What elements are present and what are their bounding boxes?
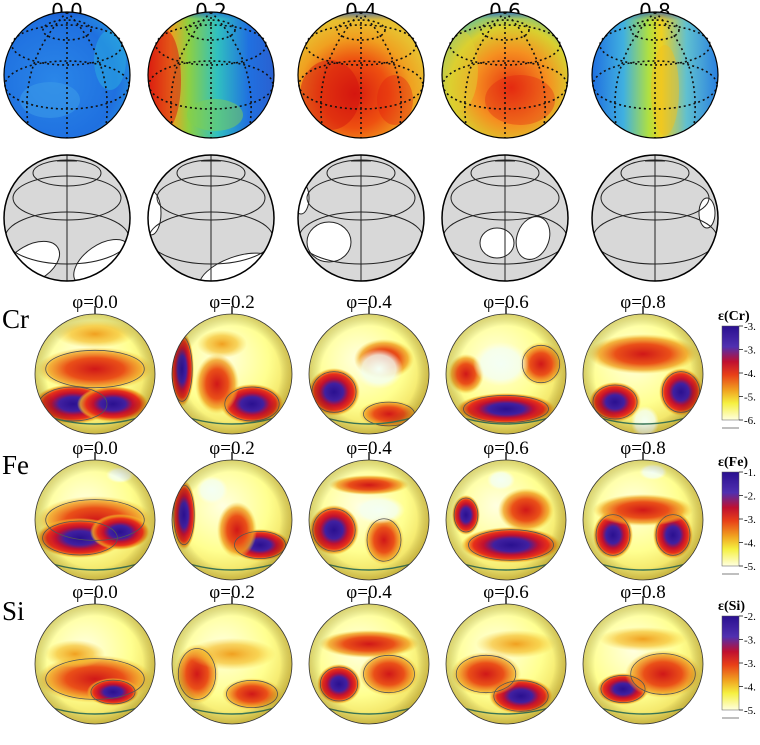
abundance-map: φ=0.2	[171, 438, 293, 581]
colorbar-tick-label: -4.	[744, 682, 756, 694]
colorbar-tick-label: -1.	[744, 467, 756, 479]
cool-spot	[306, 221, 352, 263]
phase-label: φ=0.8	[620, 582, 665, 603]
colorbar-title: ε(Si)	[718, 599, 745, 614]
abundance-map: φ=0.6	[445, 582, 567, 725]
abundance-rows: Crφ=0.0 φ=0.2 φ=0.4 φ=0.6 φ=0.8ε(Cr)-3.-3.-4…	[2, 292, 756, 725]
colorbar-tick-label: -3.	[744, 345, 756, 357]
colorbar-tick-label: -5.	[744, 561, 756, 573]
abundance-map: φ=0.0	[34, 438, 156, 581]
abundance-map: φ=0.4	[308, 438, 430, 581]
spot-sphere	[3, 154, 131, 282]
colorbar-tick-label: -5.	[744, 392, 756, 404]
abundance-map: φ=0.8	[582, 292, 704, 435]
colorbar-tick-label: -4.	[744, 368, 756, 380]
colorbar-gradient	[721, 325, 740, 421]
phase-label: φ=0.6	[483, 582, 528, 603]
colorbar-title: ε(Fe)	[718, 455, 748, 470]
phase-label: φ=0.4	[346, 438, 392, 459]
spot-sphere	[297, 154, 425, 282]
abundance-map: φ=0.4	[308, 292, 430, 435]
abundance-row-cr: Crφ=0.0 φ=0.2 φ=0.4 φ=0.6 φ=0.8ε(Cr)-3.-3.-4…	[2, 292, 756, 435]
abundance-map: φ=0.2	[171, 292, 293, 435]
element-label: Si	[2, 596, 25, 626]
colorbar-tick-label: -3.	[744, 635, 756, 647]
colorbar-tick-label: -2.	[744, 491, 756, 503]
phase-label: φ=0.8	[620, 292, 665, 313]
spot-model-row	[3, 154, 719, 282]
spot-sphere	[147, 154, 275, 282]
top-sphere-phase-3	[441, 11, 569, 139]
phase-label: φ=0.6	[483, 292, 528, 313]
top-row-maps: 0.0 0.2 0.4 0.6 0.8	[3, 0, 719, 139]
abundance-map: φ=0.4	[308, 582, 430, 725]
colorbar-gradient	[721, 615, 740, 711]
phase-label: φ=0.2	[209, 292, 254, 313]
spot-sphere	[441, 154, 569, 282]
cool-spot	[698, 197, 716, 229]
abundance-row-fe: Fe φ=0.0 φ=0.2 φ=0.4 φ=0.6 φ=0.8 ε(Fe)-1. -2. -3…	[2, 438, 756, 581]
abundance-map: φ=0.2	[171, 582, 293, 725]
top-sphere-phase-2	[297, 11, 425, 139]
abundance-map: φ=0.0	[34, 292, 156, 435]
colorbar-tick-label: -5.	[744, 705, 756, 717]
cool-spot	[515, 216, 551, 260]
top-sphere-phase-4	[591, 11, 719, 139]
abundance-row-si: Si φ=0.0 φ=0.2 φ=0.4 φ=0.6 φ=0.8 ε(Si)-2. -3. -3…	[2, 582, 756, 725]
phase-label: φ=0.0	[72, 438, 117, 459]
colorbar-tick-label: -3.	[744, 514, 756, 526]
colorbar-tick-label: -4.	[744, 538, 756, 550]
phase-label: φ=0.6	[483, 438, 528, 459]
colorbar-si: ε(Si)-2. -3. -3. -4. -5.	[718, 599, 756, 719]
colorbar-tick-label: -3.	[744, 658, 756, 670]
phase-label: φ=0.2	[209, 438, 254, 459]
colorbar-cr: ε(Cr)-3.-3.-4.-5.-6.	[718, 309, 756, 429]
spot-sphere	[591, 154, 719, 282]
colorbar-fe: ε(Fe)-1. -2. -3. -4. -5.	[718, 455, 756, 575]
abundance-map: φ=0.6	[445, 292, 567, 435]
abundance-map: φ=0.8	[582, 582, 704, 725]
element-label: Cr	[2, 304, 29, 334]
colorbar-gradient	[721, 471, 740, 567]
phase-label: φ=0.4	[346, 292, 392, 313]
phase-label: φ=0.0	[72, 292, 117, 313]
phase-label: φ=0.2	[209, 582, 254, 603]
colorbar-title: ε(Cr)	[718, 309, 750, 324]
phase-label: φ=0.4	[346, 582, 392, 603]
top-sphere-phase-0	[3, 11, 131, 139]
abundance-map: φ=0.8	[582, 438, 704, 581]
element-label: Fe	[2, 450, 29, 480]
colorbar-tick-label: -2.	[744, 611, 756, 623]
abundance-map: φ=0.6	[445, 438, 567, 581]
colorbar-tick-label: -6.	[744, 415, 756, 427]
colorbar-tick-label: -3.	[744, 321, 756, 333]
top-sphere-phase-1	[147, 11, 275, 139]
cool-spot	[479, 227, 515, 259]
phase-label: φ=0.8	[620, 438, 665, 459]
phase-label: φ=0.0	[72, 582, 117, 603]
abundance-map: φ=0.0	[34, 582, 156, 725]
